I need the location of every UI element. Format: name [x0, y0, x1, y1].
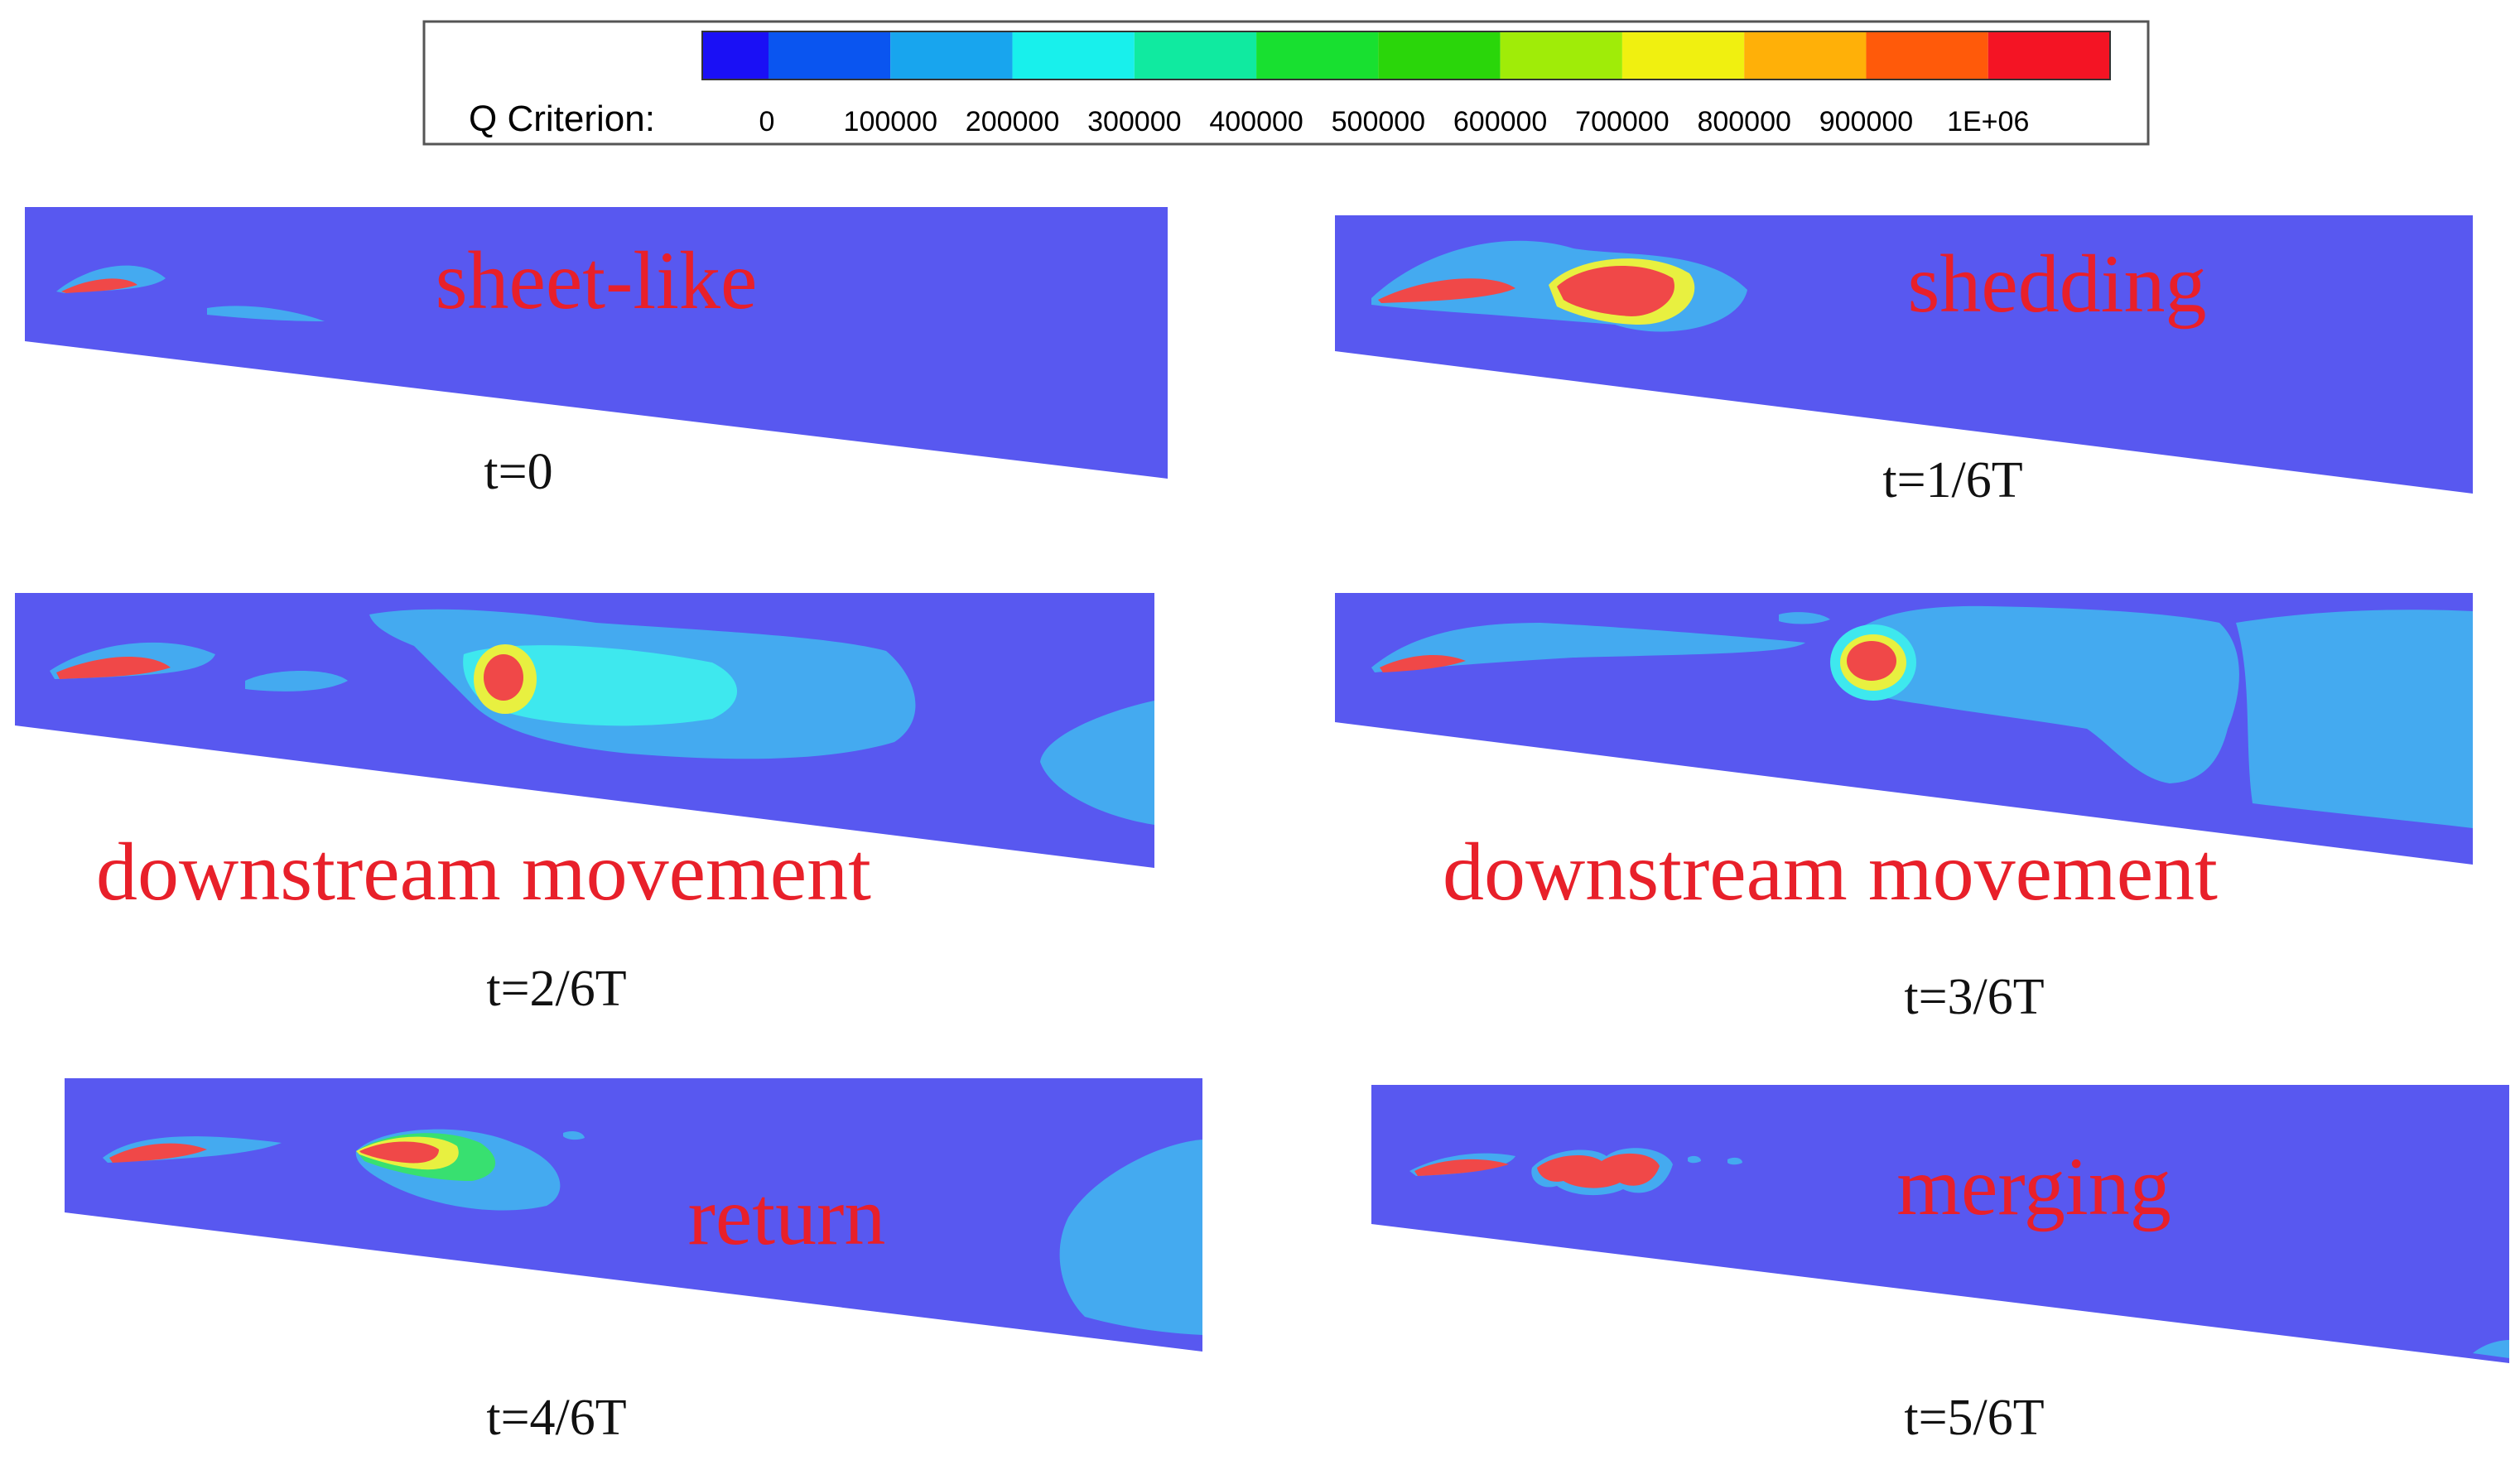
colorbar-swatch	[1378, 31, 1501, 80]
phase-label: return	[688, 1170, 886, 1262]
colorbar-swatch	[1621, 31, 1745, 80]
colorbar-label: Q Criterion:	[469, 99, 655, 139]
colorbar-swatch	[890, 31, 1013, 80]
cavity-core	[1378, 278, 1515, 303]
vortex-core	[359, 1141, 439, 1164]
flow-field	[65, 1078, 1202, 1352]
wake-right	[1040, 701, 1154, 825]
colorbar-tick-label: 300000	[1087, 106, 1181, 137]
phase-label: downstream movement	[96, 826, 871, 918]
phase-label: shedding	[1907, 238, 2206, 330]
blob	[1779, 612, 1830, 624]
wake-low	[1830, 605, 2239, 783]
panel-t2: downstream movement t=2/6T	[15, 593, 1154, 1017]
colorbar-legend: Q Criterion: 0 100000 200000 300000 400000 50…	[422, 20, 2150, 146]
colorbar-tick-label: 400000	[1209, 106, 1303, 137]
colorbar-tick-label: 700000	[1575, 106, 1669, 137]
time-label: t=0	[484, 444, 552, 500]
shed-core	[1557, 266, 1674, 316]
vortex-core	[1847, 641, 1896, 681]
panel-t5: merging t=5/6T	[1371, 1085, 2509, 1446]
colorbar-tick-label: 1E+06	[1947, 106, 2029, 137]
colorbar-swatch	[1134, 31, 1257, 80]
vortex-core	[484, 654, 523, 701]
colorbar-swatch	[702, 31, 769, 80]
phase-label: downstream movement	[1443, 826, 2218, 918]
colorbar-swatches	[701, 31, 2111, 80]
panel-t3: downstream movement t=3/6T	[1335, 593, 2473, 1025]
colorbar-tick-label: 0	[759, 106, 775, 137]
cavity-core	[109, 1143, 207, 1163]
colorbar-tick-label: 500000	[1332, 106, 1425, 137]
cavity-tail	[207, 306, 325, 321]
panel-t0: sheet-like t=0	[25, 207, 1168, 500]
time-label: t=5/6T	[1904, 1390, 2044, 1446]
cavity-core	[56, 657, 171, 679]
colorbar-swatch	[1012, 31, 1135, 80]
blob	[1727, 1157, 1742, 1165]
panel-t1: shedding t=1/6T	[1335, 215, 2473, 508]
blob	[563, 1131, 585, 1140]
vortex-small	[245, 671, 348, 692]
colorbar-tick-label: 600000	[1453, 106, 1547, 137]
cavity-core	[1414, 1159, 1509, 1176]
colorbar-swatch	[1866, 31, 1988, 80]
time-label: t=3/6T	[1904, 969, 2044, 1025]
colorbar-swatch	[769, 31, 891, 80]
colorbar-outline	[701, 31, 2111, 80]
colorbar-swatch	[1988, 31, 2110, 80]
time-label: t=4/6T	[486, 1390, 626, 1446]
blob	[1688, 1155, 1701, 1164]
colorbar-tick-label: 900000	[1819, 106, 1913, 137]
colorbar-swatch	[1744, 31, 1867, 80]
wake-right	[2473, 1340, 2509, 1358]
time-label: t=2/6T	[486, 961, 626, 1017]
flow-field	[25, 207, 1168, 479]
phase-label: merging	[1896, 1140, 2171, 1232]
wake-right	[1059, 1140, 1202, 1335]
colorbar-tick-label: 100000	[844, 106, 937, 137]
cavity-core	[61, 278, 137, 293]
panel-t4: return t=4/6T	[65, 1078, 1202, 1446]
colorbar-tick-label: 200000	[966, 106, 1059, 137]
cavity-core	[1380, 655, 1466, 672]
colorbar-ticks: 0 100000 200000 300000 400000 500000 600000 700…	[759, 106, 2030, 137]
colorbar-swatch	[1256, 31, 1379, 80]
phase-label: sheet-like	[436, 234, 758, 326]
colorbar-swatch	[1500, 31, 1622, 80]
wake-right	[2236, 610, 2473, 828]
merge-core	[1537, 1153, 1660, 1188]
time-label: t=1/6T	[1882, 452, 2022, 508]
cavity-low	[1371, 623, 1805, 672]
colorbar-tick-label: 800000	[1697, 106, 1790, 137]
